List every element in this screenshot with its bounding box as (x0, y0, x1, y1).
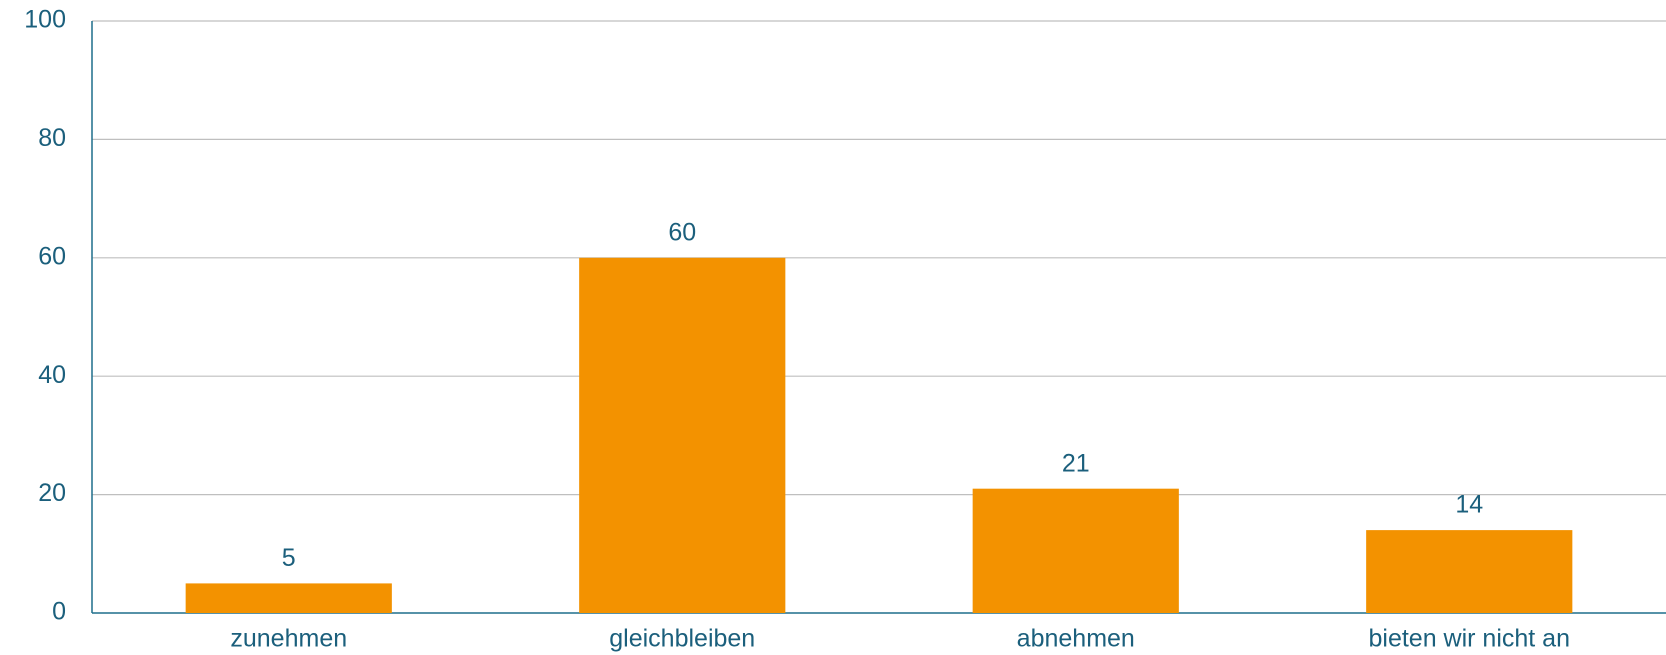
y-tick-label: 100 (24, 6, 66, 34)
data-label: 5 (282, 544, 296, 572)
y-tick-label: 20 (38, 479, 66, 507)
bar (972, 488, 1179, 613)
bar (579, 257, 786, 613)
y-tick-label: 0 (52, 598, 66, 626)
data-label: 21 (1062, 449, 1090, 477)
x-tick-label: abnehmen (1017, 625, 1135, 653)
bar (185, 583, 392, 613)
x-tick-label: gleichbleiben (609, 625, 755, 653)
x-tick-label: zunehmen (230, 625, 347, 653)
y-tick-label: 40 (38, 361, 66, 389)
y-tick-label: 60 (38, 242, 66, 270)
y-tick-label: 80 (38, 124, 66, 152)
bar (1366, 530, 1573, 613)
data-label: 14 (1455, 491, 1483, 519)
x-tick-label: bieten wir nicht an (1368, 625, 1570, 653)
data-label: 60 (668, 218, 696, 246)
